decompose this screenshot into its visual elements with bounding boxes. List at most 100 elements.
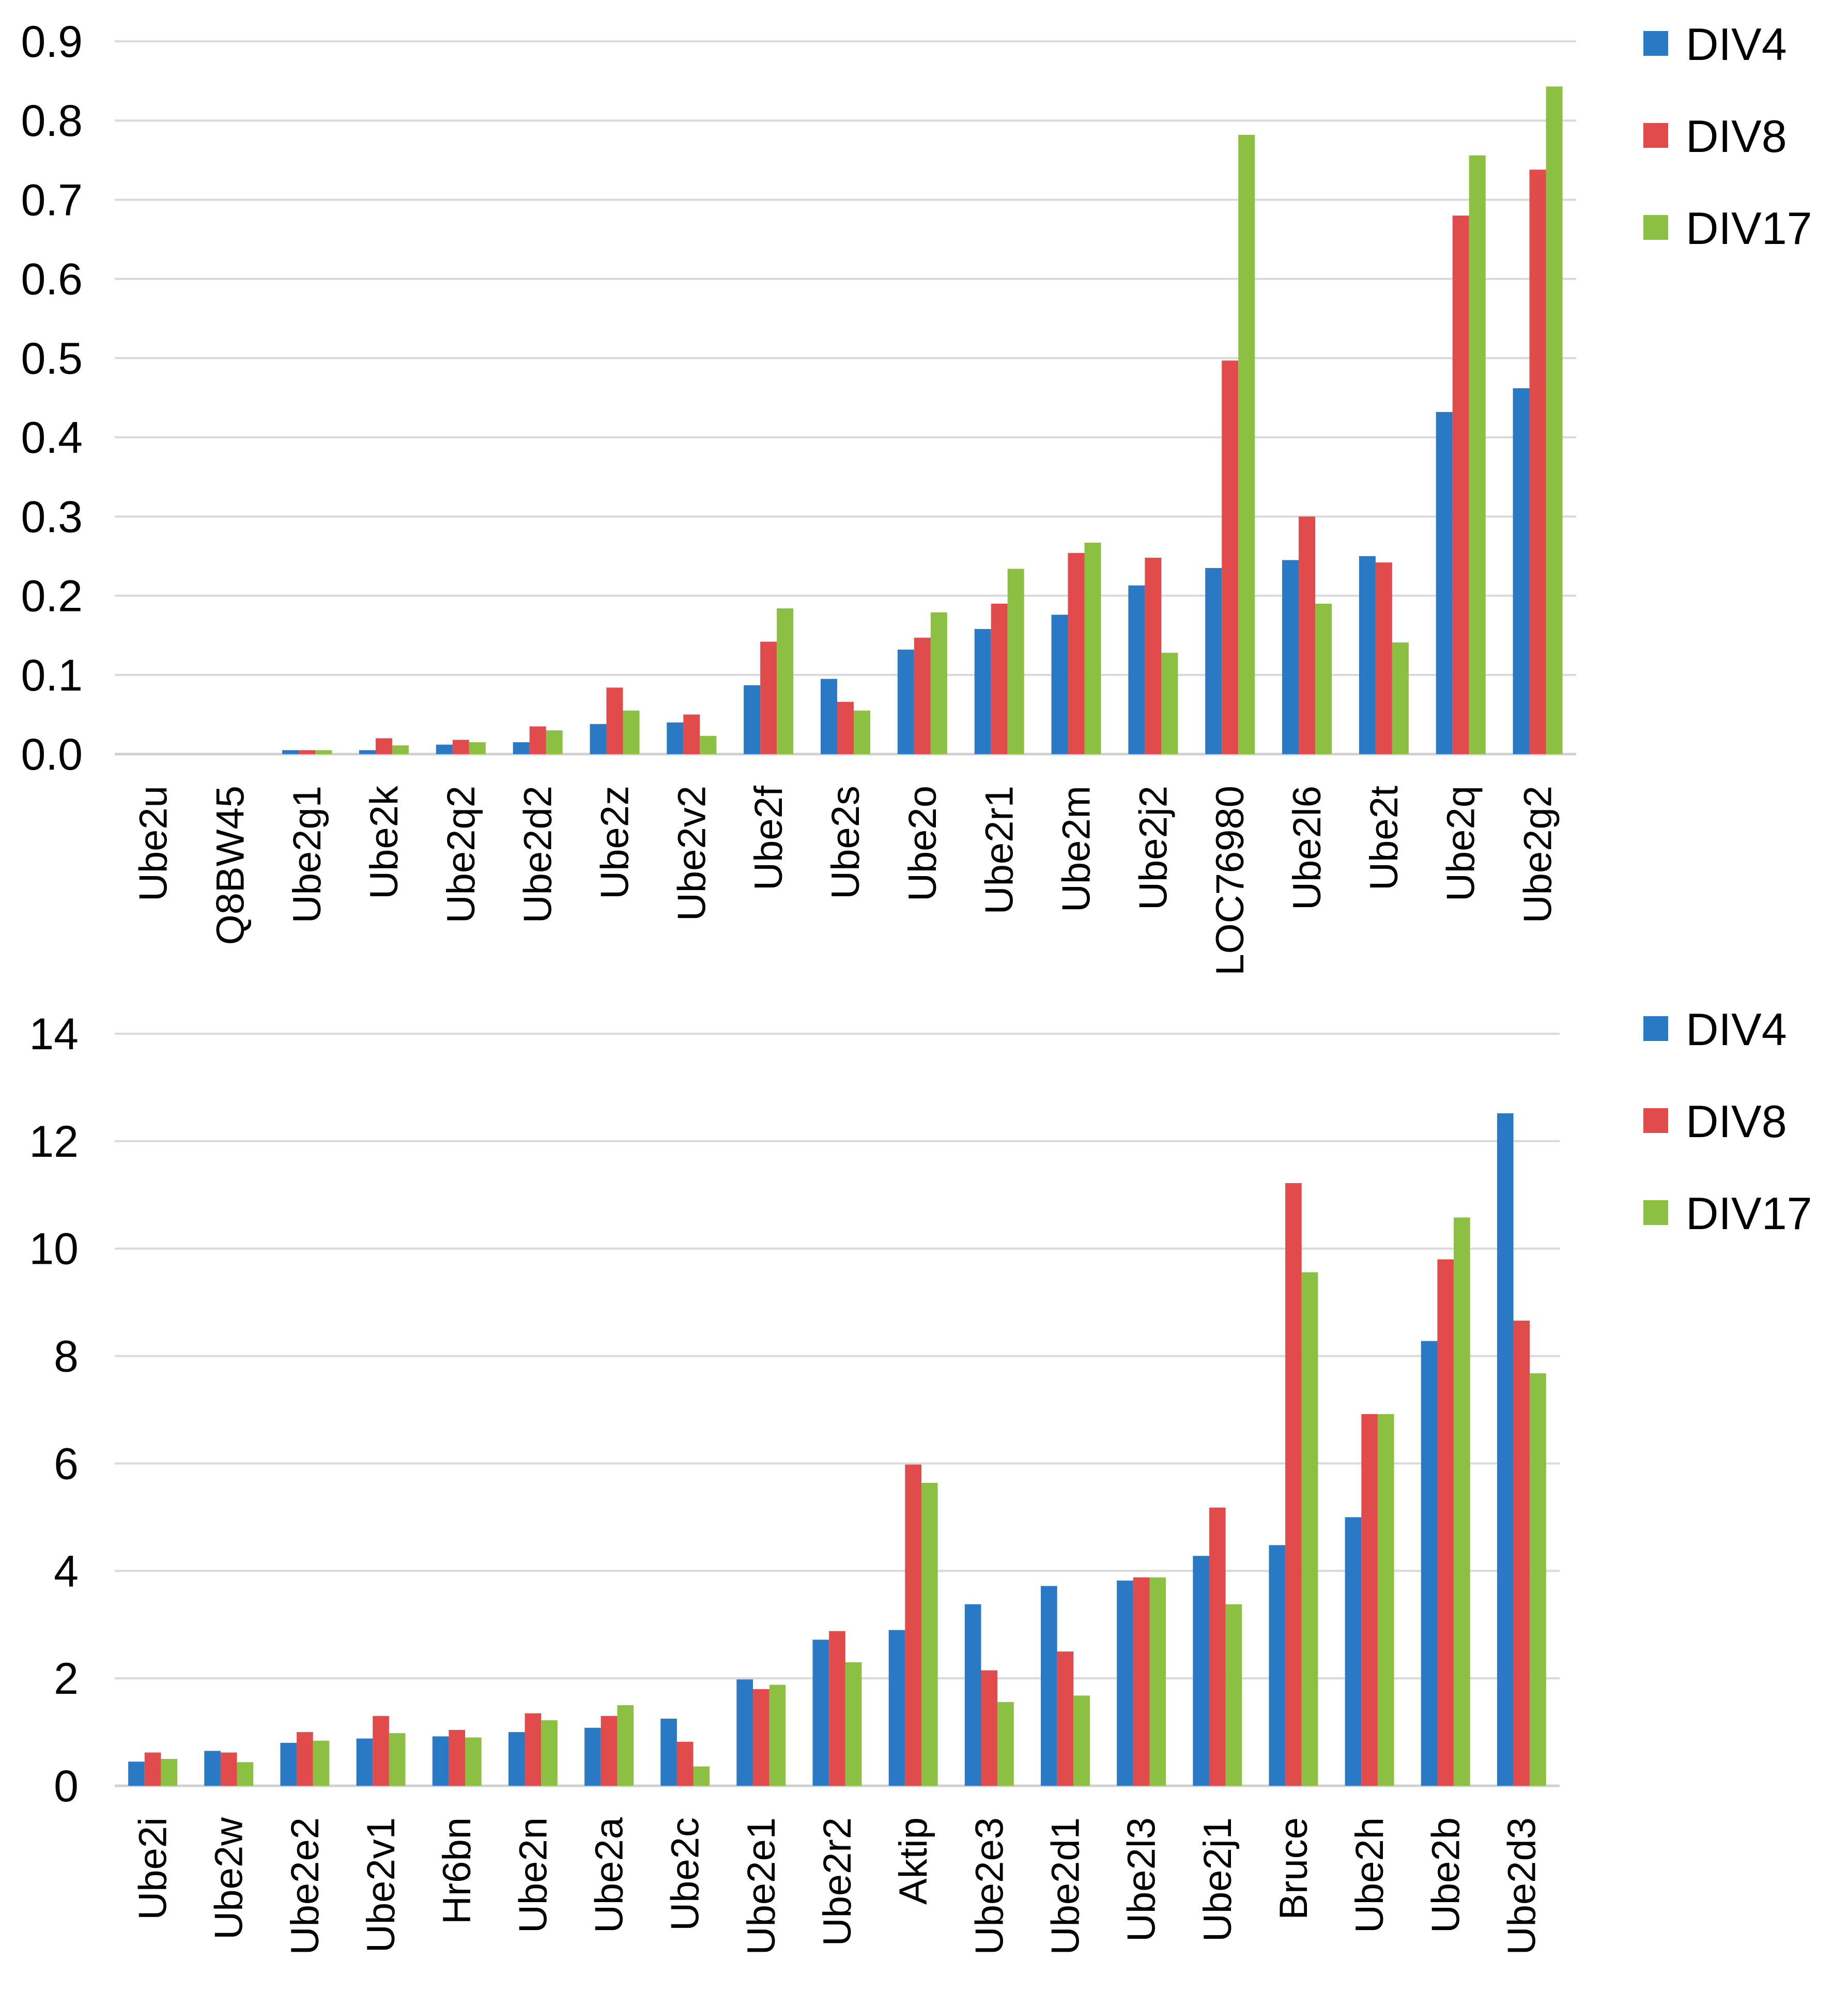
- y-tick-label: 4: [54, 1546, 79, 1596]
- x-tick-label: Ube2h: [1348, 1817, 1392, 1933]
- bar-div17-ube2d1: [1073, 1695, 1090, 1786]
- bar-div8-ube2q2: [452, 740, 469, 754]
- bar-div4-ube2l6: [1282, 560, 1299, 754]
- bar-div17-ube2a: [617, 1705, 634, 1786]
- bar-div17-bruce: [1301, 1272, 1318, 1786]
- bar-div17-ube2h: [1377, 1414, 1394, 1786]
- bar-div17-ube2e1: [769, 1684, 786, 1786]
- bar-div8-ube2a: [600, 1716, 618, 1786]
- legend-swatch-div4: [1643, 31, 1668, 56]
- bar-div4-ube2b: [1421, 1341, 1438, 1786]
- bar-div8-ube2h: [1361, 1414, 1378, 1786]
- y-tick-label: 8: [54, 1332, 79, 1382]
- x-tick-label: Ube2i: [131, 1817, 175, 1920]
- bar-div4-ube2e3: [964, 1604, 981, 1786]
- bar-div17-ube2j2: [1161, 652, 1178, 754]
- bar-div4-ube2r1: [974, 629, 991, 754]
- bar-div4-ube2f: [744, 685, 761, 754]
- bar-div4-ube2d3: [1497, 1113, 1514, 1786]
- y-tick-label: 0.5: [21, 334, 83, 384]
- x-tick-label: Ube2e3: [967, 1817, 1011, 1955]
- x-tick-label: Q8BW45: [208, 786, 252, 945]
- legend-swatch-div17: [1643, 215, 1668, 240]
- bar-div8-ube2b: [1437, 1259, 1454, 1786]
- bar-div17-ube2l6: [1315, 603, 1332, 754]
- bar-div8-ube2s: [837, 701, 854, 754]
- chart-bottom: 0 2 4 6 8 10 12 14 Ube2i Ube2w Ube2e2 Ube2v1 Hr6bn Ub…: [29, 1004, 1812, 1955]
- bar-div17-ube2v2: [700, 736, 717, 754]
- bar-div8-ube2t: [1375, 562, 1392, 754]
- y-tick-label: 0.0: [21, 730, 83, 779]
- bar-div8-ube2f: [760, 641, 777, 754]
- bar-div8-ube2r1: [991, 603, 1008, 754]
- bar-div4-ube2q: [1436, 412, 1453, 754]
- bar-div4-ube2z: [590, 724, 607, 754]
- bar-div17-ube2e2: [313, 1740, 330, 1786]
- y-tick-label: 0.6: [21, 255, 83, 304]
- x-tick-label: Ube2j2: [1131, 786, 1175, 910]
- x-tick-label: Ube2f: [747, 785, 791, 891]
- bar-div4-ube2a: [584, 1727, 601, 1786]
- bar-div8-hr6bn: [449, 1729, 466, 1786]
- bar-div17-ube2r1: [1007, 569, 1024, 754]
- legend-swatch-div8: [1643, 1108, 1668, 1133]
- bar-div8-ube2w: [220, 1752, 237, 1786]
- bar-div4-ube2w: [204, 1751, 221, 1786]
- bar-div17-ube2e3: [997, 1702, 1014, 1786]
- bar-div8-bruce: [1285, 1183, 1302, 1786]
- x-tick-label: Ube2k: [362, 785, 406, 899]
- bar-div4-hr6bn: [432, 1736, 449, 1786]
- x-tick-label: Ube2o: [901, 786, 945, 901]
- x-tick-label: Ube2u: [131, 786, 175, 901]
- legend-label-div8: DIV8: [1686, 111, 1787, 162]
- bar-div4-ube2d2: [513, 742, 530, 754]
- bar-div8-ube2z: [606, 687, 623, 754]
- x-tick-label: Ube2w: [207, 1817, 251, 1940]
- bar-div17-ube2j1: [1225, 1604, 1242, 1786]
- bar-div4-ube2d1: [1041, 1586, 1057, 1786]
- y-tick-label: 0.7: [21, 175, 83, 225]
- chart-top: 0.0 0.1 0.2 0.3 0.4 0.5 0.6 0.7 0.8 0.9 Ube2u Q8BW4…: [21, 17, 1812, 976]
- bar-div4-ube2r2: [812, 1640, 829, 1786]
- bar-div8-ube2g1: [299, 750, 316, 754]
- x-tick-label: Ube2d1: [1043, 1817, 1087, 1955]
- bar-div4-ube2q2: [436, 744, 453, 754]
- bar-div4-ube2v1: [356, 1738, 373, 1786]
- bar-div8-ube2c: [676, 1741, 694, 1786]
- bar-div17-ube2w: [237, 1762, 254, 1786]
- bar-div17-ube2f: [777, 608, 794, 754]
- bar-div8-ube2e3: [981, 1670, 998, 1786]
- bar-div8-ube2j1: [1209, 1507, 1226, 1786]
- bar-div8-ube2k: [375, 738, 392, 754]
- x-tick-label: Ube2n: [511, 1817, 555, 1933]
- bar-div8-loc76980: [1222, 360, 1239, 754]
- bar-div4-ube2o: [897, 649, 914, 754]
- bar-div4-ube2h: [1345, 1517, 1362, 1786]
- y-tick-label: 2: [54, 1654, 79, 1704]
- x-tick-label: Ube2m: [1055, 786, 1099, 912]
- bar-div8-ube2d1: [1057, 1651, 1074, 1786]
- x-tick-label: Ube2z: [593, 786, 637, 899]
- bar-div17-ube2k: [392, 745, 409, 754]
- bar-div8-ube2o: [914, 637, 931, 754]
- bar-div8-ube2d3: [1513, 1320, 1530, 1786]
- x-tick-label: Ube2g2: [1516, 786, 1560, 923]
- bar-div4-bruce: [1269, 1545, 1286, 1786]
- bar-div4-ube2j2: [1128, 585, 1145, 754]
- y-tick-label: 10: [29, 1224, 79, 1274]
- bar-div17-ube2v1: [389, 1733, 406, 1786]
- y-tick-label: 0.4: [21, 413, 83, 463]
- bar-div17-ube2r2: [845, 1662, 862, 1786]
- legend-label-div4: DIV4: [1686, 19, 1787, 70]
- x-tick-label: Ube2d3: [1500, 1817, 1544, 1955]
- bar-div17-hr6bn: [465, 1737, 482, 1786]
- x-tick-label: Ube2v2: [670, 786, 714, 921]
- bar-div8-ube2v2: [683, 714, 700, 754]
- bar-div4-loc76980: [1205, 568, 1222, 754]
- y-tick-label: 0.9: [21, 17, 83, 67]
- bar-div17-ube2z: [623, 710, 640, 754]
- y-tick-label: 12: [29, 1117, 79, 1167]
- bar-div8-aktip: [905, 1464, 921, 1786]
- bar-div17-ube2m: [1084, 542, 1101, 754]
- bar-div17-aktip: [921, 1482, 938, 1786]
